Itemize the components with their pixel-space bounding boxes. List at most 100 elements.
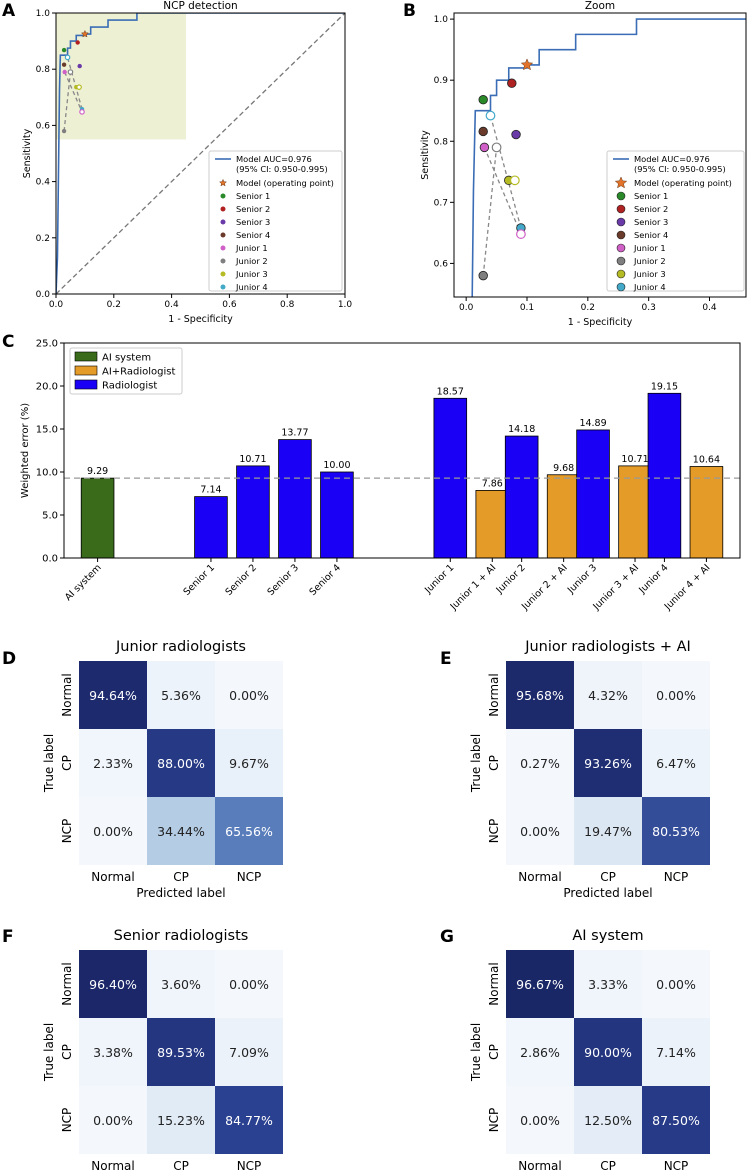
cm-cell (506, 661, 574, 729)
panel-label-e: E (440, 649, 452, 669)
cm-cell (574, 797, 642, 865)
confusion-matrix-g: 96.67% 3.33% 0.00% 2.86% 90.00% 7.14% 0.00% 12.… (469, 928, 710, 1173)
cm-y-tick-label: CP (487, 1044, 501, 1060)
legend-model-auc: Model AUC=0.976 (634, 154, 710, 164)
legend-reader-swatch (220, 284, 226, 290)
x-tick-label: 0.2 (581, 303, 595, 313)
bar-legend: AI system AI+Radiologist Radiologist (69, 347, 183, 395)
bar-senior-2 (236, 465, 270, 559)
legend-reader-swatch (616, 269, 626, 279)
cm-cell-value: 0.27% (520, 756, 560, 771)
reader-ai-point-junior-3 (509, 175, 520, 186)
cm-cell (574, 729, 642, 797)
legend-reader-swatch (220, 206, 226, 212)
confusion-matrix-d: 94.64% 5.36% 0.00% 2.33% 88.00% 9.67% 0.00% 34.… (42, 639, 283, 900)
reader-point-junior-1 (62, 69, 67, 75)
cm-cell (215, 1018, 283, 1086)
x-tick-label: 1.0 (338, 300, 353, 310)
reader-ai-point-junior-2 (67, 69, 74, 75)
roc-zoom-panel-b: 0.0 0.1 0.2 0.3 0.4 0.6 0.7 0.8 0.9 1.0 Zoom 1 - Sp… (420, 0, 747, 328)
bar-junior-1-ai (475, 490, 510, 559)
cm-cell-value: 90.00% (584, 1045, 632, 1060)
cm-cell (215, 661, 283, 729)
cm-cell (147, 729, 215, 797)
cm-y-tick-label: NCP (60, 1108, 74, 1133)
cm-cell (574, 1086, 642, 1154)
x-tick-label: 0.3 (642, 303, 656, 313)
cm-cell-value: 2.33% (93, 756, 133, 771)
cm-cell-value: 96.40% (89, 977, 137, 992)
y-tick-label: 0.4 (36, 178, 51, 188)
cm-cell (574, 661, 642, 729)
cm-cell-value: 7.09% (229, 1045, 269, 1060)
legend-frame (69, 347, 183, 395)
legend-model-ci: (95% CI: 0.950-0.995) (634, 164, 726, 174)
cm-x-tick-label: CP (600, 1159, 616, 1173)
legend-reader-swatch (616, 243, 626, 253)
bar-value-label: 10.00 (323, 460, 350, 471)
panel-label-c: C (2, 332, 14, 352)
cm-cell (642, 1086, 710, 1154)
cm-cell (79, 1018, 147, 1086)
chart-title: Zoom (585, 0, 615, 12)
y-tick-label: 15.0 (36, 425, 58, 436)
cm-title: Junior radiologists + AI (524, 639, 691, 655)
cm-x-tick-label: Normal (91, 1159, 134, 1173)
legend-reader-swatch (220, 271, 226, 277)
legend-star-swatch (218, 178, 228, 187)
cm-cell-value: 34.44% (157, 824, 205, 839)
roc-curve-line (471, 18, 746, 297)
cm-title: AI system (572, 928, 643, 944)
legend-reader-label: Junior 4 (235, 282, 268, 292)
cm-x-tick-label: NCP (664, 1159, 689, 1173)
cm-y-tick-label: NCP (487, 819, 501, 844)
cm-x-tick-label: NCP (237, 1159, 262, 1173)
reader-point-senior-3 (511, 129, 521, 140)
reader-point-senior-2 (75, 40, 80, 45)
cm-cell (506, 729, 574, 797)
y-axis-label: Weighted error (%) (20, 403, 31, 498)
cm-cell (79, 797, 147, 865)
bar-value-label: 14.89 (579, 418, 606, 429)
legend-reader-label: Senior 2 (236, 204, 270, 214)
cm-cell-value: 84.77% (225, 1113, 273, 1128)
roc-panel-a: 0.0 0.2 0.4 0.6 0.8 1.0 0.0 0.2 0.4 0.6 0.8 1.0 NCP … (22, 0, 352, 325)
cm-y-tick-label: Normal (60, 673, 74, 716)
legend-reader-label: Senior 2 (634, 204, 668, 214)
y-tick-label: 0.0 (42, 554, 58, 565)
cm-cell-value: 94.64% (89, 688, 137, 703)
x-tick-label: 0.6 (222, 300, 237, 310)
plot-frame (63, 342, 741, 559)
legend-reader-label: Junior 2 (235, 256, 268, 266)
cm-cell (147, 797, 215, 865)
cm-cell (506, 1018, 574, 1086)
cm-x-tick-label: Normal (518, 870, 561, 884)
legend-label: AI+Radiologist (102, 367, 176, 378)
bar-value-label: 9.68 (553, 463, 574, 474)
legend-reader-label: Junior 3 (633, 269, 666, 279)
reader-ai-connector (483, 147, 522, 235)
legend-label: AI system (102, 353, 151, 364)
bar-junior-2 (504, 435, 539, 559)
cm-cell (215, 729, 283, 797)
reader-ai-connector (64, 71, 83, 113)
reader-ai-point-junior-4 (64, 54, 71, 61)
bar-value-label: 7.14 (200, 485, 221, 496)
zoom-region-box (56, 13, 187, 140)
bar-value-label: 10.71 (239, 454, 266, 465)
cm-y-axis-label: True label (42, 1023, 56, 1082)
cm-cell-value: 9.67% (229, 756, 269, 771)
legend-reader-swatch (616, 230, 626, 240)
panel-label-g: G (440, 927, 454, 947)
y-tick-label: 20.0 (36, 382, 58, 393)
bar-value-label: 7.86 (482, 478, 503, 489)
cm-cell-value: 3.38% (93, 1045, 133, 1060)
roc-legend: Model AUC=0.976(95% CI: 0.950-0.995) Mode… (208, 150, 343, 292)
cm-cell-value: 0.00% (93, 1113, 133, 1128)
cm-y-tick-label: CP (487, 755, 501, 771)
cm-cell-value: 4.32% (588, 688, 628, 703)
cm-cell-value: 0.00% (93, 824, 133, 839)
reader-ai-connector (66, 57, 83, 110)
bar-value-label: 13.77 (281, 428, 308, 439)
y-axis-label: Sensitivity (420, 130, 431, 180)
